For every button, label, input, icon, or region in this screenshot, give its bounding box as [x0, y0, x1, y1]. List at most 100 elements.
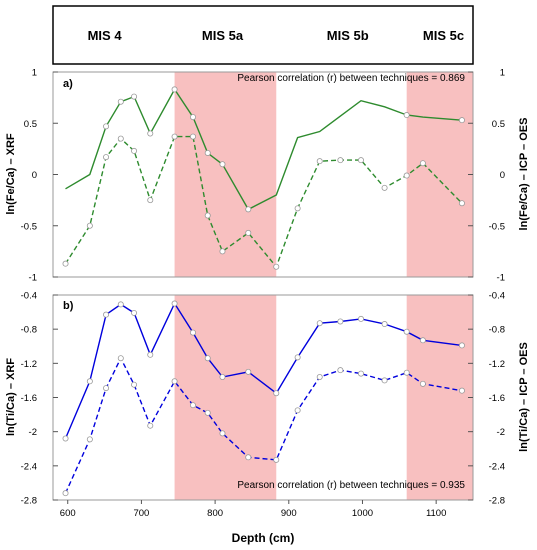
xrf-data-point: [147, 130, 154, 137]
icp-oes-data-point: [403, 369, 410, 376]
y-tick-label-left: -0.4: [21, 291, 37, 302]
icp-oes-data-point: [381, 377, 388, 384]
y-tick-label-left: -2.8: [21, 496, 37, 507]
y-tick-label-right: -2.8: [489, 496, 505, 507]
icp-oes-data-point: [204, 212, 211, 219]
mis-shaded-band: [174, 295, 277, 500]
panel-a-annotation: Pearson correlation (r) between techniqu…: [237, 73, 465, 84]
xrf-data-point: [204, 149, 211, 156]
panel-b-ylabel-left: ln(Ti/Ca) – XRF: [5, 358, 17, 436]
icp-oes-data-point: [245, 454, 252, 461]
xrf-data-point: [219, 161, 226, 168]
icp-oes-data-point: [403, 172, 410, 179]
y-tick-label-right: -0.5: [489, 221, 505, 232]
icp-oes-data-point: [86, 436, 93, 443]
stage-label: MIS 5b: [327, 28, 369, 43]
xrf-data-point: [171, 300, 178, 307]
icp-oes-data-point: [337, 157, 344, 164]
stage-label: MIS 4: [88, 28, 123, 43]
icp-oes-data-point: [171, 133, 178, 140]
icp-oes-data-point: [117, 135, 124, 142]
icp-oes-data-point: [171, 378, 178, 385]
xrf-data-point: [117, 301, 124, 308]
xrf-data-point: [316, 320, 323, 327]
panel-b-annotation: Pearson correlation (r) between techniqu…: [237, 480, 465, 491]
y-tick-label-left: -2: [29, 427, 37, 438]
icp-oes-data-point: [357, 370, 364, 377]
icp-oes-data-point: [62, 490, 69, 497]
icp-oes-data-point: [381, 184, 388, 191]
xrf-data-point: [189, 114, 196, 121]
icp-oes-data-point: [219, 248, 226, 255]
icp-oes-data-point: [316, 373, 323, 380]
panel-b-label: b): [63, 300, 74, 312]
icp-oes-data-point: [86, 222, 93, 229]
icp-oes-series-line: [64, 135, 463, 269]
y-tick-label-left: -1: [29, 273, 37, 284]
stage-header: MIS 4 MIS 5a MIS 5b MIS 5c: [52, 5, 474, 65]
icp-oes-data-point: [189, 133, 196, 140]
icp-oes-data-point: [294, 407, 301, 414]
xrf-data-point: [131, 93, 138, 100]
y-tick-label-left: -0.5: [21, 221, 37, 232]
xrf-data-point: [103, 311, 110, 318]
icp-oes-data-point: [458, 200, 465, 207]
x-tick-label: 800: [207, 508, 223, 519]
icp-oes-data-point: [103, 385, 110, 392]
y-tick-label-left: -1.6: [21, 393, 37, 404]
y-tick-label-left: -0.8: [21, 325, 37, 336]
mis-shaded-band: [406, 72, 473, 277]
x-tick-label: 1100: [426, 508, 446, 519]
icp-oes-data-point: [131, 381, 138, 388]
panel-a-ylabel-right: ln(Fe/Ca) – ICP – OES: [518, 118, 530, 231]
x-tick-label: 600: [60, 508, 76, 519]
panel-a-label: a): [63, 78, 73, 90]
panel-a-ylabel-left: ln(Fe/Ca) – XRF: [5, 133, 17, 215]
y-tick-label-right: 0.5: [492, 119, 505, 130]
x-axis-label: Depth (cm): [232, 531, 295, 545]
stage-label: MIS 5c: [423, 28, 464, 43]
x-tick-label: 900: [281, 508, 297, 519]
y-tick-label-left: -2.4: [21, 461, 37, 472]
icp-oes-data-point: [131, 147, 138, 154]
y-tick-label-right: -0.4: [489, 291, 505, 302]
icp-oes-data-point: [117, 355, 124, 362]
xrf-data-point: [245, 368, 252, 375]
xrf-data-point: [403, 112, 410, 119]
y-tick-label-left: 1: [32, 68, 37, 79]
y-tick-label-right: -1.6: [489, 393, 505, 404]
xrf-data-point: [219, 373, 226, 380]
icp-oes-data-point: [337, 367, 344, 374]
xrf-data-point: [458, 342, 465, 349]
icp-oes-data-point: [458, 387, 465, 394]
mis-shaded-band: [174, 72, 277, 277]
panel-a: 1 1 0.5 0.5 0 0 -0.5 -0.5 -1 -1 a) Pearson correl…: [5, 68, 530, 284]
xrf-data-point: [103, 123, 110, 130]
xrf-data-point: [381, 321, 388, 328]
icp-oes-data-point: [147, 197, 154, 204]
xrf-data-point: [204, 355, 211, 362]
icp-oes-data-point: [62, 260, 69, 267]
xrf-data-point: [294, 354, 301, 361]
xrf-data-point: [458, 117, 465, 124]
icp-oes-data-point: [294, 205, 301, 212]
xrf-data-point: [357, 315, 364, 322]
y-tick-label-right: 1: [500, 68, 505, 79]
y-tick-label-right: -1: [497, 273, 505, 284]
xrf-data-point: [117, 98, 124, 105]
y-tick-label-right: -1.2: [489, 359, 505, 370]
x-tick-label: 700: [133, 508, 149, 519]
xrf-data-point: [147, 351, 154, 358]
y-tick-label-left: 0: [32, 170, 37, 181]
xrf-data-point: [273, 390, 280, 397]
xrf-data-point: [86, 378, 93, 385]
xrf-data-point: [245, 206, 252, 213]
y-tick-label-right: 0: [500, 170, 505, 181]
icp-oes-data-point: [419, 380, 426, 387]
icp-oes-data-point: [204, 409, 211, 416]
icp-oes-data-point: [419, 160, 426, 167]
y-tick-label-right: -2: [497, 427, 505, 438]
y-tick-label-left: 0.5: [24, 119, 37, 130]
y-tick-label-right: -0.8: [489, 325, 505, 336]
icp-oes-data-point: [316, 158, 323, 165]
